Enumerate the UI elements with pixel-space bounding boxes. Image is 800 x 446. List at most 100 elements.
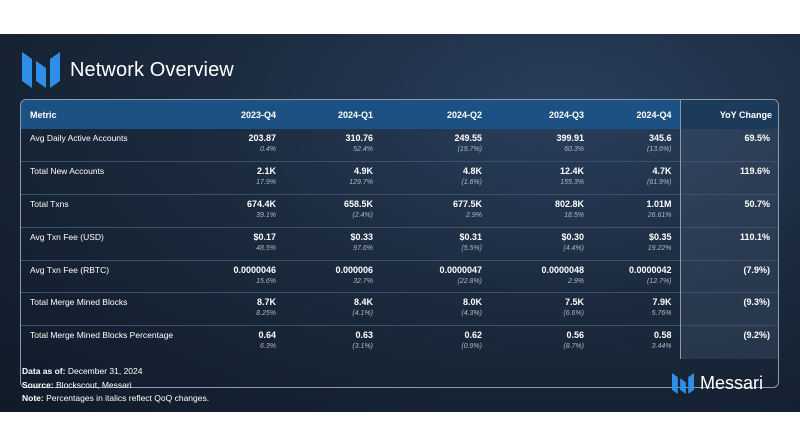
header: Network Overview [22,52,234,88]
quarter-value: 203.87 [248,133,276,143]
quarter-value: 12.4K [559,166,584,177]
quarter-cell: 310.76 52.4% [284,129,381,162]
column-header: 2024-Q2 [446,109,482,120]
quarter-value: 0.0000042 [628,264,672,275]
qoq-change: (5.5%) [461,244,482,252]
quarter-value: 4.7K [652,166,672,177]
quarter-cell: 249.55 (19.7%) [381,129,490,162]
metric-label: Total Txns [30,199,69,210]
qoq-change: 129.7% [349,179,373,187]
quarter-cell: 674.4K 39.1% [188,195,284,228]
column-header: Metric [30,109,57,120]
note-value: Percentages in italics reflect QoQ chang… [43,393,210,403]
messari-logo-icon [22,52,60,88]
yoy-change: 110.1% [679,227,778,261]
quarter-value: 0.56 [566,330,584,341]
footnotes: Data as of: December 31, 2024 Source: Bl… [22,365,209,406]
data-as-of-note: Data as of: December 31, 2024 [22,365,209,379]
qoq-change: 5.76% [651,310,672,318]
yoy-change: 119.6% [679,161,778,195]
qoq-change: (22.8%) [457,277,482,285]
quarter-value: 7.9K [652,297,672,308]
quarter-cell: 0.58 3.44% [592,326,680,359]
source-label: Source: [22,379,54,390]
quarter-value: 2.1K [256,166,276,177]
quarter-cell: 0.0000042 (12.7%) [592,260,680,293]
quarter-cell: 0.0000046 15.6% [188,260,284,293]
quarter-value: 249.55 [454,133,482,143]
quarter-cell: 203.87 0.4% [188,129,284,162]
metric-label: Total Merge Mined Blocks [30,297,128,308]
quarter-cell: $0.17 48.5% [188,227,284,260]
quarter-cell: $0.31 (5.5%) [381,227,490,260]
quarter-cell: $0.33 97.6% [284,227,381,260]
quarter-cell: 2.1K 17.9% [188,162,284,195]
quarter-cell: 0.63 (3.1%) [284,326,381,359]
table-row: Total Merge Mined Blocks 8.7K 8.25% 8.4K (4.… [21,292,778,326]
qoq-change: 60.3% [564,146,584,153]
qoq-change: 97.6% [353,244,373,252]
column-header-yoy: YoY Change [679,100,778,129]
qoq-change: (3.1%) [352,343,373,351]
quarter-cell: 4.9K 129.7% [284,162,381,195]
quarter-value: 0.000006 [335,264,373,275]
quarter-value: $0.30 [561,231,584,242]
messari-brand-icon [672,373,694,394]
qoq-change: 0.4% [260,146,276,153]
qoq-change: (2.4%) [352,212,373,220]
quarter-value: 4.8K [462,166,482,177]
quarter-value: 345.6 [648,133,672,143]
quarter-cell: $0.30 (4.4%) [490,227,592,260]
quarter-value: 0.0000046 [233,264,276,275]
table-row: Total New Accounts 2.1K 17.9% 4.9K 129.7% 4.8… [21,161,778,195]
quarter-cell: 0.56 (8.7%) [490,326,592,359]
table-row: Avg Txn Fee (USD) $0.17 48.5% $0.33 97.6% $0.… [21,227,778,261]
quarter-cell: $0.35 19.22% [592,227,680,260]
table-body: Avg Daily Active Accounts 203.87 0.4% 310.7… [21,129,778,359]
qoq-change: 8.25% [256,310,276,318]
quarter-cell: 0.000006 32.7% [284,260,381,293]
quarter-value: $0.33 [350,231,373,242]
yoy-change: (7.9%) [679,260,778,293]
metric-label: Avg Txn Fee (RBTC) [30,264,110,275]
quarter-cell: 1.01M 26.61% [592,195,680,228]
quarter-value: 0.0000048 [541,264,584,275]
brand-mark: Messari [672,373,763,394]
quarter-value: $0.31 [459,231,482,242]
quarter-value: $0.35 [648,231,672,242]
quarter-value: 8.7K [256,297,276,308]
metric-label: Avg Daily Active Accounts [30,133,128,143]
quarter-value: 0.63 [355,330,373,341]
quarter-value: 0.62 [464,330,482,341]
source-note: Source: Blockscout, Messari [22,379,209,393]
quarter-cell: 345.6 (13.6%) [592,129,680,162]
qoq-change: (6.6%) [563,310,584,318]
quarter-value: 0.0000047 [439,264,482,275]
qoq-change: (13.6%) [646,146,672,153]
qoq-change: 15.6% [256,277,276,285]
metric-label: Total Merge Mined Blocks Percentage [30,330,174,341]
quarter-cell: 677.5K 2.9% [381,195,490,228]
qoq-change: 48.5% [256,244,276,252]
brand-name: Messari [700,373,764,393]
qoq-change: (8.7%) [563,343,584,351]
yoy-change: (9.2%) [679,325,778,359]
quarter-value: 1.01M [646,199,672,210]
qoq-change: (0.9%) [461,343,482,351]
qoq-change: 155.3% [560,179,584,187]
quarter-value: $0.17 [253,231,276,242]
quarter-value: 4.9K [353,166,373,177]
quarter-value: 7.5K [564,297,584,308]
table-row: Total Txns 674.4K 39.1% 658.5K (2.4%) 677.5K 2… [21,194,778,228]
table-row: Avg Daily Active Accounts 203.87 0.4% 310.7… [21,129,778,162]
quarter-cell: 12.4K 155.3% [490,162,592,195]
quarter-cell: 0.62 (0.9%) [381,326,490,359]
qoq-change: 19.22% [647,244,672,252]
quarter-value: 8.0K [462,297,482,308]
qoq-change: (19.7%) [457,146,482,153]
qoq-change: (1.6%) [461,179,482,187]
quarter-value: 658.5K [343,199,373,210]
qoq-change: 26.61% [647,212,672,220]
qoq-change: 6.3% [260,343,276,351]
source-value: Blockscout, Messari [53,379,132,390]
